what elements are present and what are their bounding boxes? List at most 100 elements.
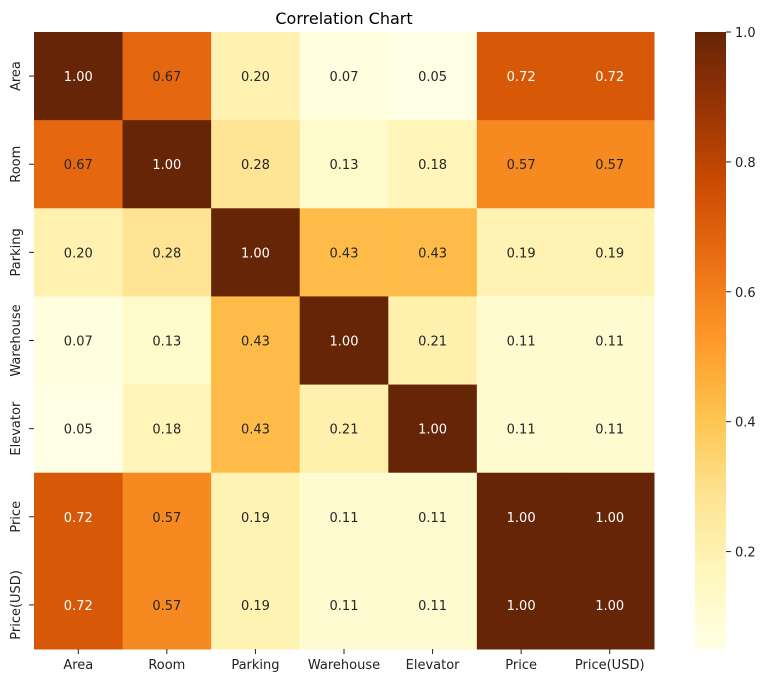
heatmap-cell bbox=[211, 120, 301, 209]
heatmap-cell bbox=[122, 296, 212, 386]
heatmap-cell bbox=[565, 296, 655, 386]
colorbar-tick-label: 0.4 bbox=[735, 416, 756, 431]
column-tick-label: Price bbox=[505, 658, 537, 673]
cell-value-label: 1.00 bbox=[595, 511, 624, 526]
cell-value-label: 0.57 bbox=[152, 511, 181, 526]
cell-value-label: 0.11 bbox=[418, 511, 447, 526]
cell-value-label: 1.00 bbox=[507, 599, 536, 614]
heatmap-cell bbox=[476, 472, 566, 562]
heatmap-cell bbox=[34, 208, 124, 297]
cell-value-label: 0.07 bbox=[64, 335, 93, 350]
cell-value-label: 0.21 bbox=[330, 423, 359, 438]
heatmap-cell bbox=[211, 32, 301, 121]
cell-value-label: 0.19 bbox=[595, 246, 624, 261]
heatmap-cell bbox=[299, 32, 389, 121]
cell-value-label: 0.67 bbox=[152, 70, 181, 85]
cell-value-label: 1.00 bbox=[152, 158, 181, 173]
cell-value-label: 0.18 bbox=[418, 158, 447, 173]
cell-value-label: 0.18 bbox=[152, 423, 181, 438]
heatmap-cell bbox=[388, 384, 478, 474]
heatmap-cell bbox=[122, 120, 212, 209]
cell-value-label: 0.11 bbox=[595, 423, 624, 438]
heatmap-cell bbox=[388, 560, 478, 650]
heatmap-cell bbox=[388, 120, 478, 209]
heatmap-cell bbox=[299, 208, 389, 297]
row-tick-label: Area bbox=[9, 61, 24, 91]
colorbar-tick-label: 0.8 bbox=[735, 156, 756, 171]
cell-value-label: 0.43 bbox=[418, 246, 447, 261]
heatmap-cell bbox=[299, 384, 389, 474]
row-tick-label: Room bbox=[9, 146, 24, 183]
cell-value-label: 0.28 bbox=[241, 158, 270, 173]
column-tick-label: Elevator bbox=[406, 658, 461, 673]
column-tick-label: Area bbox=[63, 658, 93, 673]
cell-value-label: 0.07 bbox=[330, 70, 359, 85]
heatmap-cell bbox=[388, 208, 478, 297]
cell-value-label: 0.11 bbox=[595, 335, 624, 350]
heatmap-cell bbox=[122, 472, 212, 562]
heatmap-cell bbox=[476, 208, 566, 297]
cell-value-label: 0.13 bbox=[330, 158, 359, 173]
cell-value-label: 1.00 bbox=[241, 246, 270, 261]
heatmap-cell bbox=[34, 472, 124, 562]
column-tick-label: Warehouse bbox=[308, 658, 380, 673]
cell-value-label: 1.00 bbox=[595, 599, 624, 614]
column-tick-label: Parking bbox=[231, 658, 279, 673]
cell-value-label: 0.20 bbox=[64, 246, 93, 261]
heatmap-cell bbox=[565, 208, 655, 297]
column-tick-label: Price(USD) bbox=[575, 658, 645, 673]
heatmap-cell bbox=[211, 384, 301, 474]
row-tick-labels: Area Room Parking Warehouse Elevator Price Pri… bbox=[9, 61, 34, 640]
heatmap-cell bbox=[34, 120, 124, 209]
heatmap-cell bbox=[211, 472, 301, 562]
column-tick-labels: Area Room Parking Warehouse Elevator Price Pri… bbox=[63, 649, 645, 673]
heatmap-cell bbox=[34, 384, 124, 474]
heatmap-cell bbox=[388, 296, 478, 386]
heatmap-cell bbox=[565, 120, 655, 209]
row-tick-label: Elevator bbox=[9, 401, 24, 456]
heatmap-cell bbox=[388, 32, 478, 121]
cell-value-label: 0.11 bbox=[418, 599, 447, 614]
cell-value-label: 0.11 bbox=[330, 599, 359, 614]
row-tick-label: Warehouse bbox=[9, 304, 24, 376]
colorbar-tick-label: 0.6 bbox=[735, 286, 756, 301]
heatmap-cell bbox=[565, 472, 655, 562]
cell-value-label: 0.11 bbox=[507, 423, 536, 438]
heatmap-cell bbox=[122, 32, 212, 121]
cell-value-label: 0.05 bbox=[64, 423, 93, 438]
cell-value-label: 0.13 bbox=[152, 335, 181, 350]
cell-value-label: 0.72 bbox=[595, 70, 624, 85]
heatmap-cell bbox=[565, 32, 655, 121]
heatmap-cell bbox=[565, 560, 655, 650]
row-tick-label: Parking bbox=[9, 228, 24, 276]
cell-value-label: 1.00 bbox=[418, 423, 447, 438]
cell-value-label: 1.00 bbox=[507, 511, 536, 526]
cell-value-label: 0.11 bbox=[507, 335, 536, 350]
cell-value-label: 0.57 bbox=[507, 158, 536, 173]
heatmap-cell bbox=[476, 560, 566, 650]
heatmap-cell bbox=[299, 472, 389, 562]
cell-value-label: 0.72 bbox=[64, 511, 93, 526]
cell-value-label: 0.05 bbox=[418, 70, 447, 85]
cell-value-label: 0.57 bbox=[152, 599, 181, 614]
heatmap-cell bbox=[476, 384, 566, 474]
cell-value-label: 0.28 bbox=[152, 246, 181, 261]
cell-value-label: 1.00 bbox=[330, 335, 359, 350]
heatmap-cell bbox=[211, 296, 301, 386]
heatmap-cells: 1.00 0.67 0.20 0.07 0.05 0.72 0.72 0.67 1.00 0.28… bbox=[34, 32, 655, 650]
cell-value-label: 0.21 bbox=[418, 335, 447, 350]
heatmap-cell bbox=[565, 384, 655, 474]
heatmap-cell bbox=[34, 560, 124, 650]
cell-value-label: 0.19 bbox=[241, 511, 270, 526]
heatmap-cell bbox=[476, 296, 566, 386]
row-tick-label: Price(USD) bbox=[9, 570, 24, 640]
cell-value-label: 0.57 bbox=[595, 158, 624, 173]
cell-value-label: 0.67 bbox=[64, 158, 93, 173]
heatmap-cell bbox=[476, 32, 566, 121]
cell-value-label: 0.72 bbox=[64, 599, 93, 614]
colorbar-tick-label: 1.0 bbox=[735, 26, 756, 41]
heatmap-cell bbox=[476, 120, 566, 209]
cell-value-label: 0.11 bbox=[330, 511, 359, 526]
cell-value-label: 1.00 bbox=[64, 70, 93, 85]
